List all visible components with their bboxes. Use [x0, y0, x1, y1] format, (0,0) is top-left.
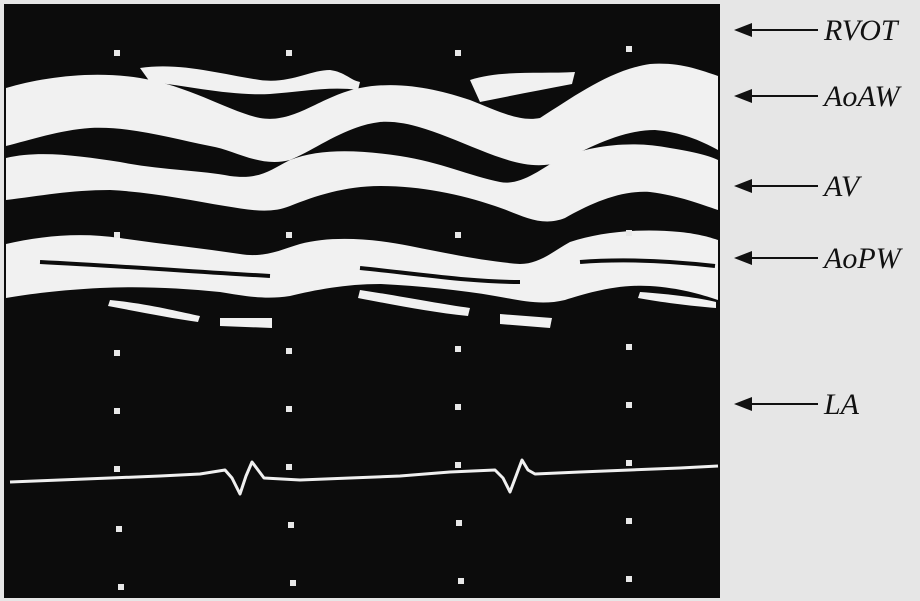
label-rvot: RVOT: [734, 14, 900, 47]
calibration-dot: [114, 50, 120, 56]
aopw-streak-2: [359, 266, 521, 284]
calibration-dot: [456, 520, 462, 526]
echo-bands: [6, 63, 718, 303]
calibration-dot: [290, 580, 296, 586]
arrow-head-icon: [734, 179, 752, 193]
arrow-head-icon: [734, 251, 752, 265]
calibration-dot: [455, 404, 461, 410]
calibration-dot: [626, 460, 632, 466]
label-av: AV: [734, 170, 863, 203]
calibration-dot: [626, 344, 632, 350]
label-text: AoAW: [822, 80, 903, 113]
aopw-streak-3: [579, 258, 716, 268]
aopw-internal-streaks: [39, 258, 716, 284]
calibration-dot: [626, 230, 632, 236]
echo-fragment: [638, 292, 716, 308]
label-la: LA: [734, 388, 860, 421]
arrow-head-icon: [734, 397, 752, 411]
label-aoaw: AoAW: [734, 80, 903, 113]
arrow-head-icon: [734, 89, 752, 103]
calibration-dot: [626, 576, 632, 582]
echo-fragment: [358, 290, 470, 316]
av-echo-band: [6, 144, 718, 222]
rvot-echo-band: [140, 66, 360, 95]
echo-fragment: [220, 318, 272, 328]
calibration-dot: [114, 466, 120, 472]
calibration-dot: [286, 348, 292, 354]
echo-fragment: [500, 314, 552, 328]
calibration-dot: [286, 406, 292, 412]
posterior-echo-fragments: [108, 290, 716, 328]
calibration-dot: [114, 232, 120, 238]
ecg-trace: [9, 458, 719, 496]
label-text: AV: [822, 170, 863, 203]
calibration-dot: [114, 408, 120, 414]
calibration-dot: [455, 462, 461, 468]
calibration-dot: [626, 518, 632, 524]
echo-fragment: [108, 300, 200, 322]
calibration-dot: [116, 526, 122, 532]
label-text: RVOT: [823, 14, 900, 47]
calibration-dot: [114, 350, 120, 356]
calibration-dot: [118, 584, 124, 590]
calibration-dot: [286, 50, 292, 56]
calibration-dot: [288, 522, 294, 528]
aoaw-echo-band: [6, 63, 718, 166]
calibration-dot: [455, 50, 461, 56]
calibration-dots: [114, 46, 632, 590]
label-text: LA: [823, 388, 860, 421]
calibration-dot: [458, 578, 464, 584]
calibration-dot: [286, 232, 292, 238]
rvot-echo-band-2: [470, 72, 575, 102]
calibration-dot: [626, 46, 632, 52]
label-aopw: AoPW: [734, 242, 904, 275]
arrow-head-icon: [734, 23, 752, 37]
calibration-dot: [455, 346, 461, 352]
calibration-dot: [626, 402, 632, 408]
calibration-dot: [455, 232, 461, 238]
aopw-streak-1: [39, 260, 271, 278]
label-text: AoPW: [822, 242, 904, 275]
calibration-dot: [286, 464, 292, 470]
structure-labels: RVOT AoAW AV AoPW LA: [734, 14, 904, 421]
